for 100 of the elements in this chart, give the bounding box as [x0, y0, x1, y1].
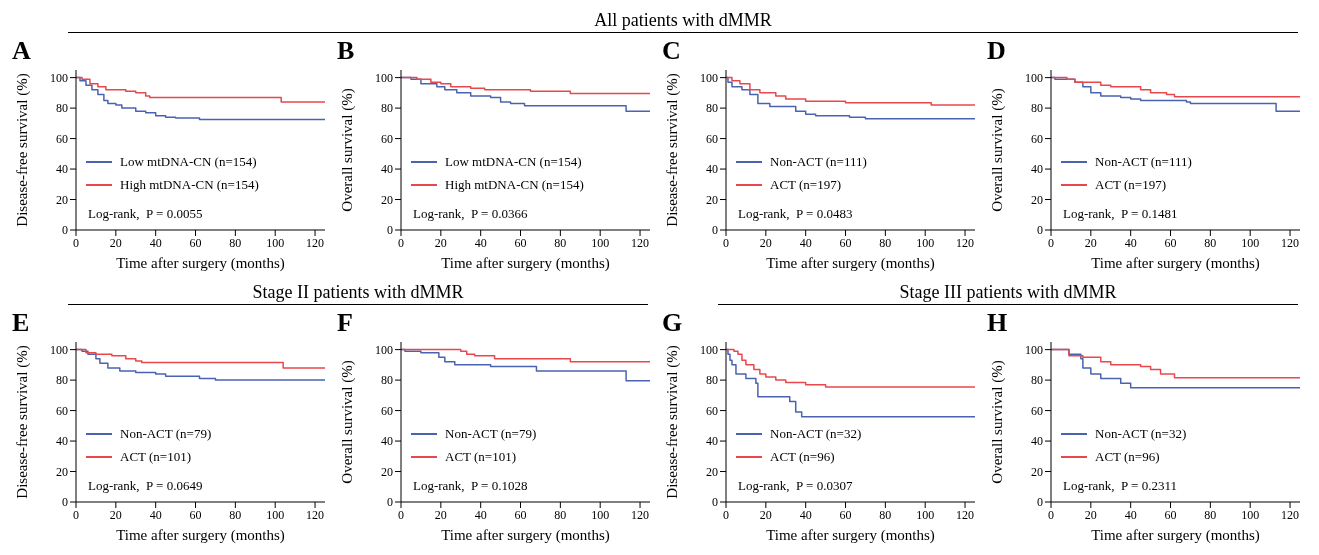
y-tick-label: 40	[56, 434, 68, 449]
y-axis-title: Disease-free survival (%)	[664, 73, 682, 227]
x-tick-label: 40	[799, 235, 812, 250]
y-tick-label: 100	[375, 342, 393, 357]
x-tick-label: 120	[956, 235, 975, 250]
y-tick-label: 20	[56, 192, 68, 207]
y-tick-label: 0	[712, 495, 718, 510]
y-axis-title: Disease-free survival (%)	[14, 73, 32, 227]
x-tick-label: 60	[839, 235, 852, 250]
legend-label: ACT (n=197)	[770, 176, 842, 194]
y-tick-label: 20	[706, 464, 718, 479]
legend-label: Non-ACT (n=79)	[445, 425, 537, 443]
y-tick-label: 60	[1031, 131, 1043, 146]
y-tick-label: 0	[62, 495, 68, 510]
x-axis-title: Time after surgery (months)	[116, 527, 285, 544]
x-tick-label: 0	[73, 235, 79, 250]
x-tick-label: 0	[1048, 235, 1054, 250]
x-tick-label: 100	[916, 235, 935, 250]
x-tick-label: 100	[1241, 507, 1260, 522]
x-tick-label: 120	[956, 507, 975, 522]
legend-label: Non-ACT (n=79)	[120, 425, 212, 443]
x-tick-label: 20	[109, 235, 122, 250]
y-tick-label: 100	[700, 342, 718, 357]
y-tick-label: 20	[1031, 192, 1043, 207]
annotation: Log-rank, P = 0.2311	[1063, 478, 1177, 494]
x-tick-label: 100	[916, 507, 935, 522]
y-tick-label: 40	[1031, 434, 1043, 449]
y-tick-label: 0	[387, 223, 393, 238]
annotation: Log-rank, P = 0.0483	[738, 206, 853, 222]
x-tick-label: 120	[1281, 235, 1300, 250]
legend-label: Low mtDNA-CN (n=154)	[445, 153, 582, 171]
x-tick-label: 40	[474, 235, 487, 250]
y-axis-title: Overall survival (%)	[989, 88, 1007, 212]
y-tick-label: 60	[56, 403, 68, 418]
text: All patients with dMMR	[594, 10, 772, 30]
y-tick-label: 80	[1031, 101, 1043, 116]
y-axis-title: Disease-free survival (%)	[664, 345, 682, 499]
x-tick-label: 0	[398, 235, 404, 250]
y-tick-label: 100	[375, 70, 393, 85]
x-tick-label: 120	[631, 507, 650, 522]
x-tick-label: 0	[1048, 507, 1054, 522]
x-tick-label: 60	[1164, 235, 1177, 250]
x-tick-label: 20	[1084, 507, 1097, 522]
x-tick-label: 40	[1124, 507, 1137, 522]
legend-label: ACT (n=197)	[1095, 176, 1167, 194]
x-tick-label: 20	[1084, 235, 1097, 250]
legend-label: Low mtDNA-CN (n=154)	[120, 153, 257, 171]
y-tick-label: 80	[56, 101, 68, 116]
legend-label: High mtDNA-CN (n=154)	[445, 176, 584, 194]
legend-label: Non-ACT (n=111)	[770, 153, 867, 171]
x-tick-label: 100	[266, 507, 285, 522]
x-axis-title: Time after surgery (months)	[441, 255, 610, 272]
annotation: Log-rank, P = 0.0649	[88, 478, 203, 494]
y-tick-label: 20	[381, 192, 393, 207]
x-tick-label: 120	[1281, 507, 1300, 522]
x-tick-label: 80	[554, 507, 567, 522]
x-tick-label: 60	[514, 507, 527, 522]
y-axis-title: Overall survival (%)	[339, 88, 357, 212]
y-tick-label: 20	[56, 464, 68, 479]
y-tick-label: 100	[700, 70, 718, 85]
y-tick-label: 0	[1037, 495, 1043, 510]
y-tick-label: 40	[706, 162, 718, 177]
x-tick-label: 40	[149, 235, 162, 250]
legend-label: High mtDNA-CN (n=154)	[120, 176, 259, 194]
y-tick-label: 60	[381, 403, 393, 418]
y-tick-label: 60	[706, 403, 718, 418]
y-tick-label: 100	[50, 342, 68, 357]
annotation: Log-rank, P = 0.0055	[88, 206, 203, 222]
x-tick-label: 0	[723, 235, 729, 250]
x-tick-label: 80	[229, 507, 242, 522]
legend-label: ACT (n=101)	[120, 448, 192, 466]
y-tick-label: 0	[1037, 223, 1043, 238]
x-axis-title: Time after surgery (months)	[766, 527, 935, 544]
legend-label: ACT (n=96)	[1095, 448, 1160, 466]
x-tick-label: 80	[1204, 235, 1217, 250]
x-tick-label: 80	[229, 235, 242, 250]
x-tick-label: 120	[306, 507, 325, 522]
y-tick-label: 60	[381, 131, 393, 146]
x-tick-label: 100	[266, 235, 285, 250]
text: Stage III patients with dMMR	[899, 282, 1117, 302]
x-tick-label: 0	[723, 507, 729, 522]
x-tick-label: 60	[189, 507, 202, 522]
y-tick-label: 0	[387, 495, 393, 510]
y-tick-label: 20	[381, 464, 393, 479]
y-axis-title: Overall survival (%)	[989, 360, 1007, 484]
y-tick-label: 60	[1031, 403, 1043, 418]
y-tick-label: 60	[706, 131, 718, 146]
y-tick-label: 100	[1025, 70, 1043, 85]
x-tick-label: 20	[759, 507, 772, 522]
y-tick-label: 0	[712, 223, 718, 238]
legend-label: ACT (n=101)	[445, 448, 517, 466]
chart-title: C	[662, 36, 681, 66]
x-tick-label: 120	[306, 235, 325, 250]
y-tick-label: 100	[50, 70, 68, 85]
x-tick-label: 80	[879, 235, 892, 250]
y-tick-label: 80	[706, 373, 718, 388]
y-tick-label: 80	[56, 373, 68, 388]
x-tick-label: 40	[1124, 235, 1137, 250]
x-axis-title: Time after surgery (months)	[1091, 527, 1260, 544]
y-tick-label: 80	[381, 373, 393, 388]
